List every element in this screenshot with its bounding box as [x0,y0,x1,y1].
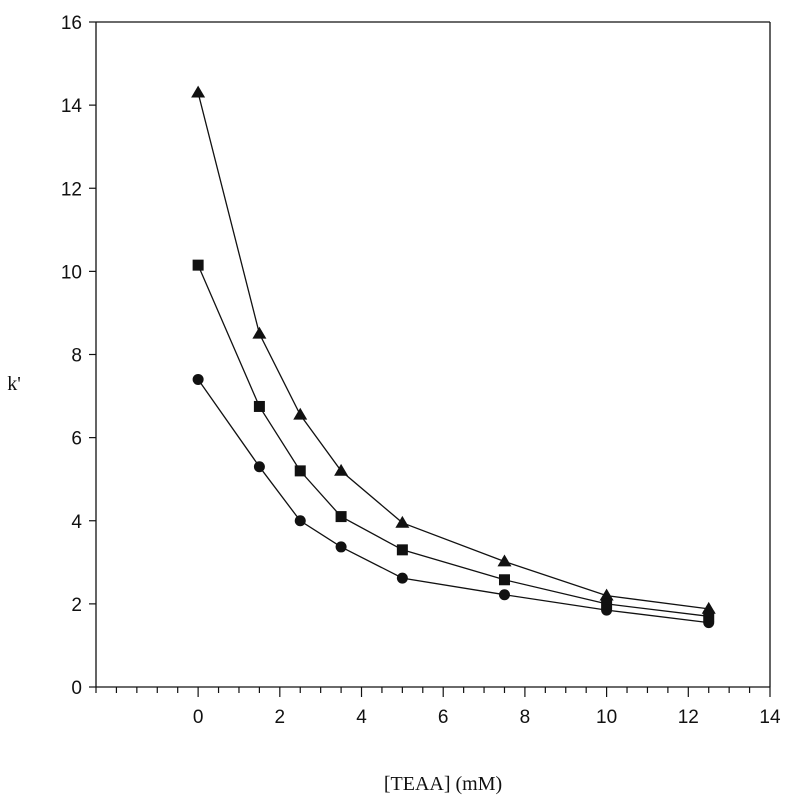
data-point-square [601,598,613,610]
data-point-square [703,610,715,622]
data-point-square [192,259,204,271]
data-point-square [335,511,347,523]
x-tick-label: 4 [356,707,367,728]
data-point-triangle [701,601,716,614]
data-point-circle [253,461,265,473]
y-axis-label: k' [7,373,21,395]
data-point-square [294,465,306,477]
data-point-circle [601,604,613,616]
data-point-square [498,574,510,586]
data-point-circle [192,373,204,385]
series-line-square [197,264,709,617]
y-tick-label: 6 [71,429,82,450]
x-tick-label: 14 [759,707,781,728]
x-tick-label: 2 [275,707,286,728]
series-triangle [191,85,716,614]
y-tick-label: 12 [61,179,82,200]
data-point-triangle [497,554,512,567]
series-line-triangle [197,92,709,610]
data-point-triangle [334,463,349,476]
plot-frame [95,21,771,688]
data-point-triangle [293,407,308,420]
x-axis-label: [TEAA] (mM) [384,773,502,795]
axis-ticks: 0 2 4 6 8 10 12 14 16 0 2 4 6 8 10 12 14 [61,13,781,728]
y-tick-label: 0 [71,678,82,699]
data-point-triangle [252,326,267,339]
series-line-circle [197,379,709,624]
data-point-circle [294,515,306,527]
data-point-square [396,544,408,556]
y-tick-label: 4 [71,512,82,533]
data-point-square [253,400,265,412]
x-tick-label: 10 [596,707,617,728]
x-tick-label: 6 [438,707,449,728]
series-circle [192,373,715,629]
data-point-triangle [395,515,410,528]
x-tick-label: 0 [193,707,204,728]
y-tick-label: 14 [61,96,83,117]
y-tick-label: 2 [71,595,82,616]
data-point-circle [396,572,408,584]
data-point-circle [498,589,510,601]
data-point-triangle [599,588,614,601]
data-point-triangle [191,85,206,98]
series-group [191,85,716,629]
data-point-circle [703,617,715,629]
x-tick-label: 8 [520,707,531,728]
y-tick-label: 8 [71,346,82,367]
y-tick-label: 10 [61,262,82,283]
x-tick-label: 12 [678,707,699,728]
y-tick-label: 16 [61,13,82,34]
series-square [192,259,715,622]
data-point-circle [335,541,347,553]
